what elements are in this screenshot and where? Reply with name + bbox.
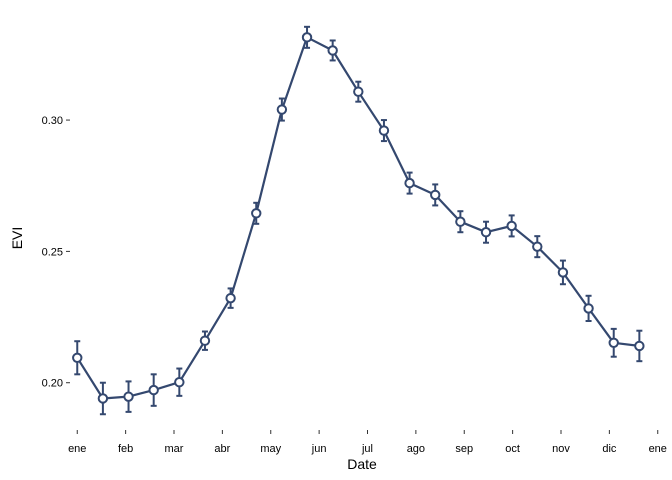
data-point (123, 391, 134, 402)
data-point (404, 177, 415, 189)
x-tick-label: jun (311, 443, 327, 455)
data-point (225, 292, 236, 304)
data-point (583, 303, 594, 314)
x-tick-label: ene (649, 443, 667, 455)
data-point (608, 337, 619, 348)
data-point (480, 227, 492, 238)
y-tick-label: 0.30 (42, 115, 63, 127)
x-tick-label: jul (361, 443, 373, 455)
data-point (455, 216, 466, 227)
y-tick-label: 0.20 (42, 378, 63, 390)
x-tick-label: may (260, 443, 281, 455)
x-tick-label: mar (165, 443, 184, 455)
data-point (634, 340, 645, 352)
data-point (557, 267, 569, 278)
data-point (276, 104, 288, 115)
y-axis: 0.20 0.25 0.30 (42, 115, 70, 390)
data-point (148, 384, 159, 396)
data-point (327, 45, 338, 56)
data-point (532, 241, 543, 252)
series-layer (72, 25, 645, 416)
data-point (199, 335, 211, 346)
data-point (301, 32, 313, 43)
data-point (430, 189, 441, 201)
data-point (506, 220, 517, 232)
data-point (378, 125, 390, 136)
data-point (174, 376, 185, 388)
data-point (97, 393, 109, 404)
x-axis: ene feb mar abr may jun jul ago sep oct nov dic ene (68, 430, 667, 455)
x-tick-label: feb (118, 443, 133, 455)
y-tick-label: 0.25 (42, 246, 63, 258)
x-tick-label: oct (505, 443, 520, 455)
x-tick-label: nov (552, 443, 570, 455)
data-point (72, 352, 83, 363)
x-tick-label: sep (455, 443, 473, 455)
data-point (353, 86, 364, 97)
x-tick-label: ago (407, 443, 425, 455)
x-axis-title: Date (347, 456, 377, 472)
data-point (251, 208, 262, 219)
y-axis-title: EVI (9, 227, 25, 250)
x-tick-label: dic (602, 443, 617, 455)
x-tick-label: ene (68, 443, 86, 455)
x-tick-label: abr (214, 443, 230, 455)
